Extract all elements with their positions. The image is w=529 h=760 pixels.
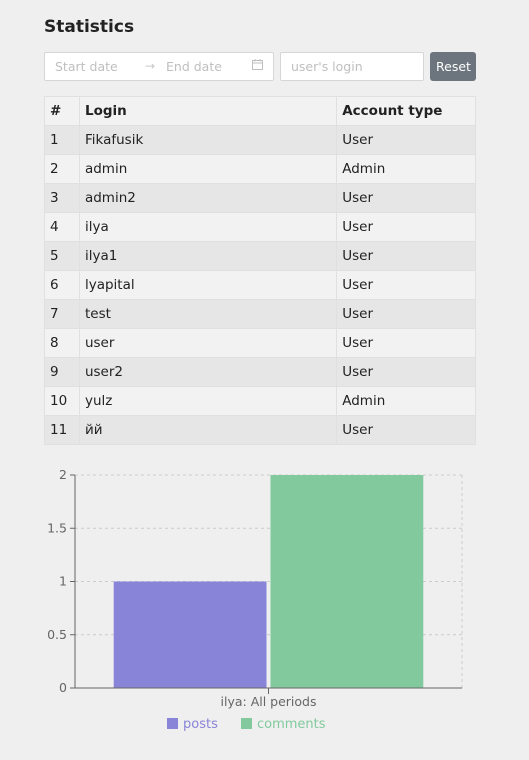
row-account-type: User xyxy=(336,183,476,213)
column-header-account-type: Account type xyxy=(336,96,476,126)
row-login: lyapital xyxy=(78,270,338,300)
y-tick-label: 0 xyxy=(59,680,67,695)
table-row: 8 user User xyxy=(44,328,476,358)
row-number: 9 xyxy=(44,357,80,387)
row-number: 5 xyxy=(44,241,80,271)
row-number: 11 xyxy=(44,415,80,445)
row-login: admin xyxy=(78,154,338,184)
table-row: 4 ilya User xyxy=(44,212,476,242)
y-tick-label: 1.5 xyxy=(47,520,67,535)
row-login: Fikafusik xyxy=(78,125,338,155)
row-account-type: User xyxy=(336,241,476,271)
row-account-type: User xyxy=(336,299,476,329)
row-account-type: User xyxy=(336,270,476,300)
table-row: 7 test User xyxy=(44,299,476,329)
row-number: 6 xyxy=(44,270,80,300)
row-number: 10 xyxy=(44,386,80,416)
row-login: admin2 xyxy=(78,183,338,213)
user-activity-chart: 0 0.5 1 1.5 2 ilya: All periods posts comments xyxy=(0,460,529,750)
table-row: 5 ilya1 User xyxy=(44,241,476,271)
row-account-type: User xyxy=(336,212,476,242)
column-header-login: Login xyxy=(78,96,338,126)
table-row: 10 yulz Admin xyxy=(44,386,476,416)
table-row: 11 йй User xyxy=(44,415,476,445)
row-account-type: Admin xyxy=(336,386,476,416)
bar-comments xyxy=(270,475,424,688)
row-account-type: User xyxy=(336,328,476,358)
table-header-row: # Login Account type xyxy=(44,96,476,126)
end-date-input[interactable]: End date xyxy=(166,59,222,74)
x-tick-label: ilya: All periods xyxy=(221,694,317,709)
table-row: 9 user2 User xyxy=(44,357,476,387)
calendar-icon xyxy=(252,59,263,70)
row-account-type: User xyxy=(336,415,476,445)
y-tick-label: 2 xyxy=(59,467,67,482)
legend-label-posts: posts xyxy=(183,717,218,732)
row-login: ilya xyxy=(78,212,338,242)
legend-swatch-posts xyxy=(167,718,178,729)
legend-swatch-comments xyxy=(241,718,252,729)
row-login: user xyxy=(78,328,338,358)
page-title: Statistics xyxy=(44,17,135,37)
row-account-type: User xyxy=(336,357,476,387)
bar-posts xyxy=(113,581,267,688)
row-account-type: User xyxy=(336,125,476,155)
table-row: 3 admin2 User xyxy=(44,183,476,213)
y-tick-label: 1 xyxy=(59,574,67,589)
row-login: yulz xyxy=(78,386,338,416)
table-row: 6 lyapital User xyxy=(44,270,476,300)
row-login: user2 xyxy=(78,357,338,387)
y-tick-label: 0.5 xyxy=(47,627,67,642)
users-table: # Login Account type 1 Fikafusik User 2 admi… xyxy=(44,96,476,445)
table-row: 1 Fikafusik User xyxy=(44,125,476,155)
row-number: 2 xyxy=(44,154,80,184)
row-number: 7 xyxy=(44,299,80,329)
row-account-type: Admin xyxy=(336,154,476,184)
column-header-number: # xyxy=(44,96,80,126)
row-number: 4 xyxy=(44,212,80,242)
row-number: 8 xyxy=(44,328,80,358)
row-login: йй xyxy=(78,415,338,445)
login-search-input[interactable] xyxy=(280,52,424,81)
legend-label-comments: comments xyxy=(257,717,326,732)
row-number: 1 xyxy=(44,125,80,155)
table-row: 2 admin Admin xyxy=(44,154,476,184)
range-arrow-icon: → xyxy=(145,59,156,73)
date-range-picker[interactable]: Start date → End date xyxy=(44,52,274,81)
row-login: ilya1 xyxy=(78,241,338,271)
row-number: 3 xyxy=(44,183,80,213)
start-date-input[interactable]: Start date xyxy=(55,59,118,74)
row-login: test xyxy=(78,299,338,329)
reset-button[interactable]: Reset xyxy=(430,52,476,81)
